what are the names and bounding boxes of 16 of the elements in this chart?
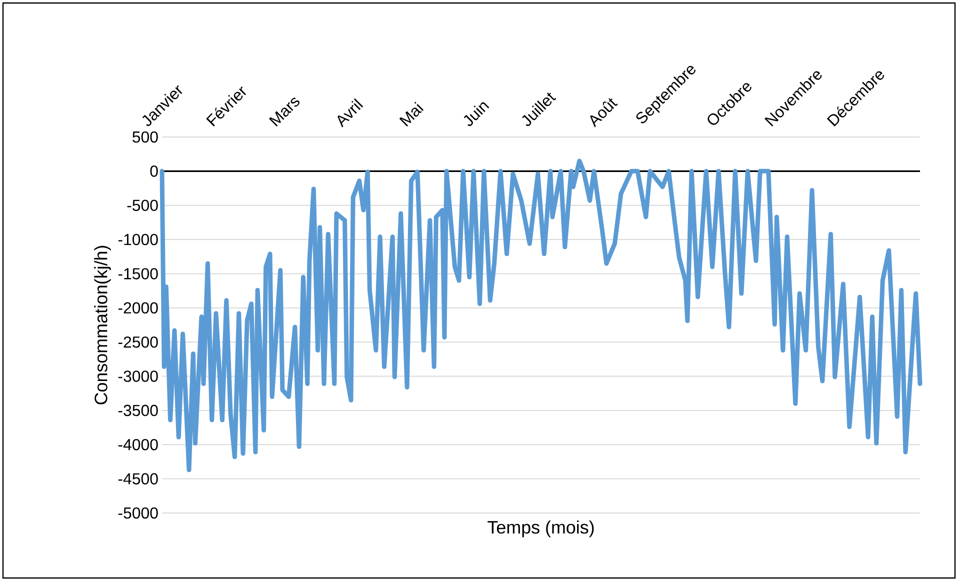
y-tick-label: -500	[127, 200, 158, 211]
y-tick-label: -2000	[118, 302, 158, 314]
x-tick-label: Juin	[464, 102, 490, 126]
y-tick-label: -1000	[118, 234, 158, 246]
y-tick-label: -3000	[118, 370, 158, 382]
x-axis-title: Temps (mois)	[488, 520, 594, 538]
x-tick-label: Mai	[399, 102, 424, 126]
y-tick-label: -5000	[118, 507, 158, 519]
y-tick-label: 500	[132, 131, 158, 143]
y-tick-label: -4000	[118, 438, 158, 450]
y-tick-label: -3500	[118, 404, 158, 416]
y-tick-label: -2500	[118, 336, 158, 348]
y-axis-title: Consommation(kj/h)	[94, 246, 111, 404]
y-tick-label: 0	[150, 166, 158, 177]
y-tick-label: -1500	[118, 268, 158, 280]
y-tick-label: -4500	[118, 473, 158, 484]
